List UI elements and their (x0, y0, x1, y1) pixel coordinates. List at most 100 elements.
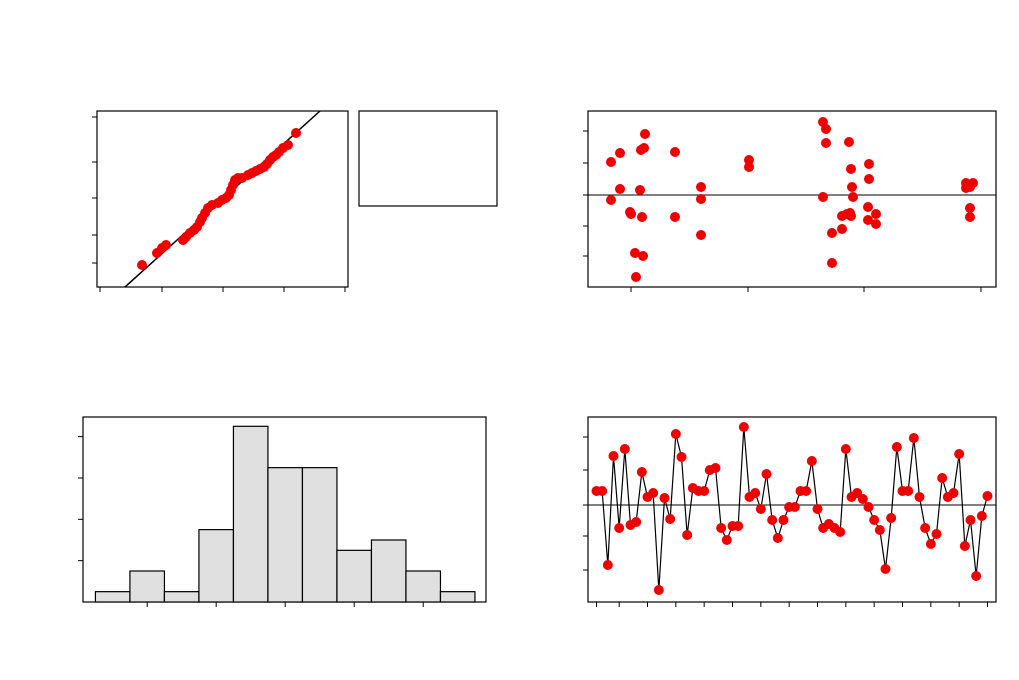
point (716, 523, 727, 533)
point (920, 523, 931, 533)
bar (267, 467, 304, 603)
point (931, 529, 942, 539)
point (857, 494, 868, 504)
bar (439, 591, 476, 603)
point (699, 486, 710, 496)
point (744, 162, 754, 172)
point (161, 240, 171, 250)
point (744, 155, 754, 165)
point (615, 184, 625, 194)
point (635, 185, 645, 195)
point (733, 521, 744, 531)
bar (405, 570, 442, 603)
point (606, 157, 616, 167)
point (291, 128, 301, 138)
point (959, 541, 970, 551)
point (636, 467, 647, 477)
point (848, 192, 858, 202)
point (869, 515, 880, 525)
point (891, 442, 902, 452)
bar (198, 529, 235, 603)
bar (370, 539, 407, 603)
point (914, 492, 925, 502)
point (789, 502, 800, 512)
point (840, 444, 851, 454)
point (631, 272, 641, 282)
point (755, 504, 766, 514)
point (696, 230, 706, 240)
point (778, 515, 789, 525)
point (614, 523, 625, 533)
bar (301, 467, 338, 603)
point (846, 164, 856, 174)
point (844, 137, 854, 147)
point (968, 178, 978, 188)
point (602, 560, 613, 570)
point (637, 212, 647, 222)
point (821, 124, 831, 134)
point (903, 486, 914, 496)
point (638, 251, 648, 261)
point (283, 140, 293, 150)
point (874, 525, 885, 535)
point (608, 451, 619, 461)
point (863, 502, 874, 512)
point (835, 527, 846, 537)
point (976, 511, 987, 521)
point (827, 228, 837, 238)
point (886, 513, 897, 523)
point (806, 456, 817, 466)
point (821, 138, 831, 148)
point (648, 488, 659, 498)
point (965, 203, 975, 213)
point (670, 212, 680, 222)
point (863, 215, 873, 225)
point (954, 449, 965, 459)
point (710, 463, 721, 473)
point (925, 539, 936, 549)
plot-frame (587, 416, 997, 603)
point (767, 515, 778, 525)
point (653, 585, 664, 595)
point (937, 473, 948, 483)
point (696, 194, 706, 204)
point (670, 147, 680, 157)
bar (336, 549, 373, 603)
point (801, 486, 812, 496)
point (847, 182, 857, 192)
bar (163, 591, 200, 603)
point (864, 174, 874, 184)
point (871, 219, 881, 229)
point (761, 469, 772, 479)
point (864, 159, 874, 169)
point (837, 224, 847, 234)
point (606, 195, 616, 205)
point (682, 530, 693, 540)
bar (232, 425, 269, 603)
point (738, 422, 749, 432)
point (721, 535, 732, 545)
point (772, 533, 783, 543)
point (827, 258, 837, 268)
point (863, 202, 873, 212)
point (626, 209, 636, 219)
point (965, 515, 976, 525)
point (597, 486, 608, 496)
point (750, 488, 761, 498)
point (659, 493, 670, 503)
point (965, 212, 975, 222)
point (812, 504, 823, 514)
point (871, 209, 881, 219)
point (837, 211, 847, 221)
point (880, 564, 891, 574)
point (845, 208, 855, 218)
point (640, 129, 650, 139)
point (676, 452, 687, 462)
point (696, 182, 706, 192)
point (982, 491, 993, 501)
legend-box (358, 110, 498, 207)
point (665, 514, 676, 524)
point (639, 143, 649, 153)
